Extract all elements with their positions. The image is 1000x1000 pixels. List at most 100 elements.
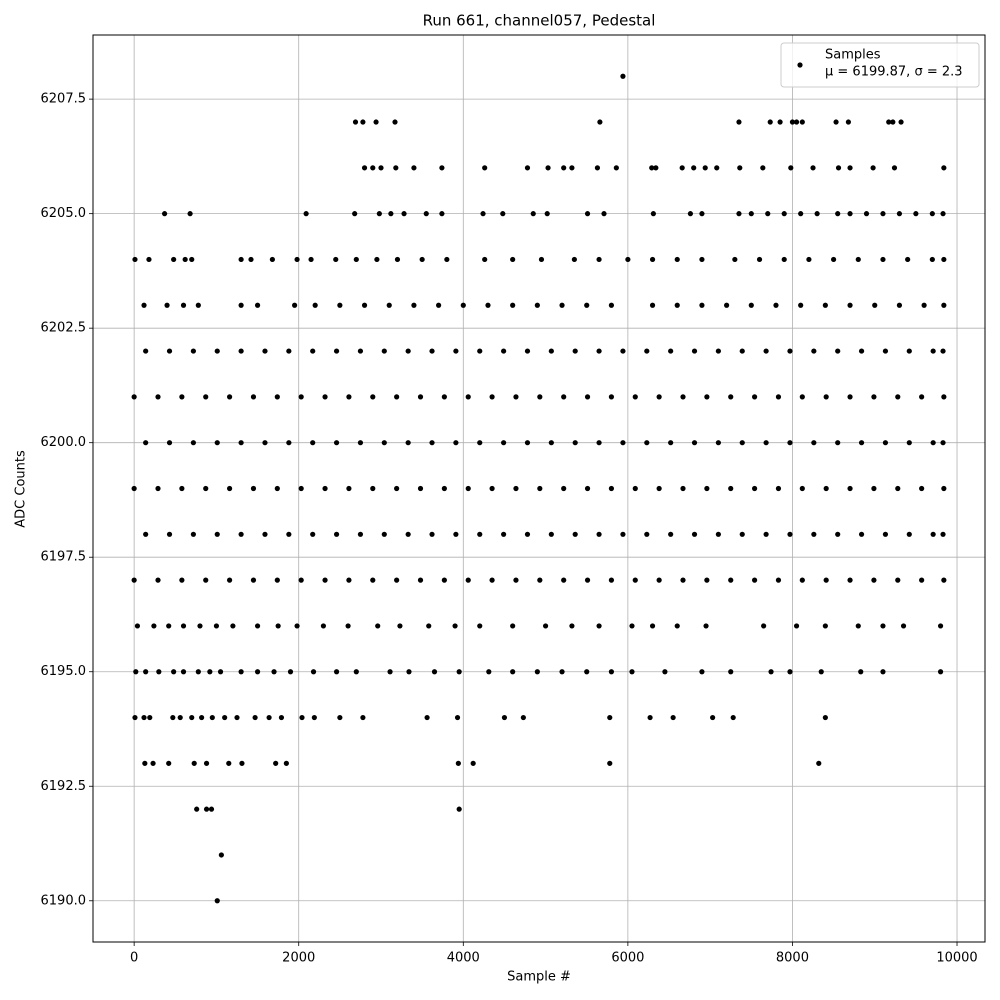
data-point bbox=[239, 760, 245, 766]
data-point bbox=[470, 760, 476, 766]
data-point bbox=[649, 623, 656, 629]
data-point bbox=[378, 165, 384, 171]
data-point bbox=[608, 669, 615, 675]
data-point bbox=[715, 348, 721, 354]
data-point bbox=[715, 440, 721, 446]
data-point bbox=[668, 531, 674, 537]
x-tick-label: 0 bbox=[130, 951, 138, 966]
data-point bbox=[222, 714, 228, 721]
data-point bbox=[486, 669, 492, 675]
data-point bbox=[179, 577, 185, 583]
data-point bbox=[161, 211, 168, 217]
data-point bbox=[322, 485, 328, 492]
data-point bbox=[455, 760, 461, 766]
data-point bbox=[704, 394, 710, 400]
data-point bbox=[789, 119, 796, 125]
data-point bbox=[322, 394, 328, 400]
data-point bbox=[180, 302, 187, 308]
data-point bbox=[393, 165, 399, 171]
data-point bbox=[919, 394, 925, 400]
legend-note: μ = 6199.87, σ = 2.3 bbox=[825, 65, 963, 80]
data-point bbox=[203, 485, 209, 492]
data-point bbox=[298, 485, 304, 492]
data-point bbox=[312, 302, 318, 308]
data-point bbox=[170, 714, 176, 721]
data-point bbox=[880, 256, 886, 263]
data-point bbox=[710, 714, 716, 721]
data-point bbox=[501, 348, 507, 354]
data-point bbox=[166, 760, 172, 766]
data-point bbox=[537, 577, 543, 583]
data-point bbox=[534, 669, 540, 675]
data-point bbox=[806, 256, 812, 263]
data-point bbox=[262, 440, 268, 446]
data-point bbox=[360, 714, 366, 721]
data-point bbox=[311, 714, 317, 721]
chart-title: Run 661, channel057, Pedestal bbox=[423, 12, 656, 30]
data-point bbox=[155, 485, 161, 492]
data-point bbox=[310, 348, 316, 354]
data-point bbox=[699, 302, 705, 308]
data-point bbox=[337, 714, 343, 721]
data-point bbox=[524, 531, 531, 537]
data-point bbox=[787, 669, 793, 675]
data-point bbox=[781, 256, 787, 263]
data-point bbox=[608, 577, 615, 583]
y-tick-label: 6192.5 bbox=[41, 779, 87, 794]
data-point bbox=[401, 211, 407, 217]
data-point bbox=[217, 669, 224, 675]
data-point bbox=[238, 669, 244, 675]
data-point bbox=[816, 760, 822, 766]
data-point bbox=[524, 165, 531, 171]
data-point bbox=[274, 485, 280, 492]
data-point bbox=[465, 577, 471, 583]
data-point bbox=[730, 714, 736, 721]
data-point bbox=[930, 531, 936, 537]
data-point bbox=[266, 714, 272, 721]
data-point bbox=[941, 394, 947, 400]
data-point bbox=[187, 211, 193, 217]
y-tick-label: 6205.0 bbox=[41, 206, 87, 221]
data-point bbox=[143, 440, 149, 446]
data-point bbox=[656, 394, 662, 400]
data-point bbox=[715, 531, 721, 537]
data-point bbox=[226, 394, 233, 400]
data-point bbox=[417, 485, 424, 492]
data-point bbox=[150, 760, 156, 766]
data-point bbox=[286, 440, 292, 446]
data-point bbox=[386, 302, 392, 308]
data-point bbox=[444, 256, 450, 263]
x-tick-label: 10000 bbox=[936, 951, 977, 966]
data-point bbox=[929, 256, 935, 263]
data-point bbox=[542, 623, 549, 629]
data-point bbox=[294, 256, 300, 263]
data-point bbox=[763, 440, 769, 446]
data-point bbox=[584, 211, 591, 217]
data-point bbox=[788, 165, 794, 171]
data-point bbox=[510, 623, 516, 629]
series bbox=[131, 73, 947, 904]
data-point bbox=[544, 211, 550, 217]
data-point bbox=[572, 531, 578, 537]
data-point bbox=[171, 669, 177, 675]
data-point bbox=[835, 531, 841, 537]
data-point bbox=[431, 669, 438, 675]
data-point bbox=[662, 669, 668, 675]
data-point bbox=[548, 348, 554, 354]
data-point bbox=[141, 714, 147, 721]
data-point bbox=[381, 440, 387, 446]
data-point bbox=[501, 714, 508, 721]
data-point bbox=[337, 302, 343, 308]
data-point bbox=[132, 714, 138, 721]
data-point bbox=[387, 669, 393, 675]
data-point bbox=[373, 119, 379, 125]
data-point bbox=[674, 302, 680, 308]
data-point bbox=[699, 256, 705, 263]
data-point bbox=[728, 577, 734, 583]
data-point bbox=[230, 623, 236, 629]
data-point bbox=[687, 211, 694, 217]
data-point bbox=[787, 531, 793, 537]
data-point bbox=[534, 302, 540, 308]
data-point bbox=[190, 531, 196, 537]
data-point bbox=[763, 348, 769, 354]
